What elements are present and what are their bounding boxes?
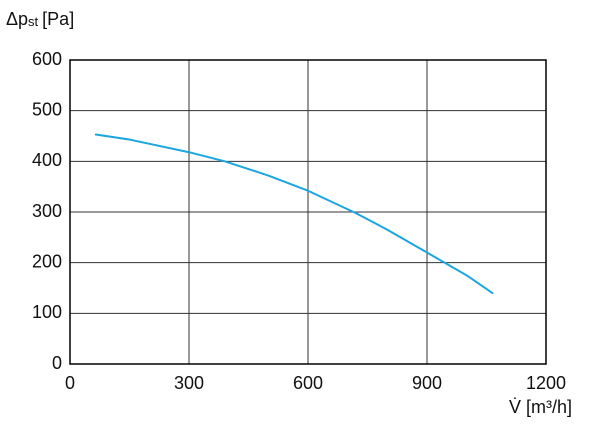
x-tick-label: 0 — [65, 373, 75, 393]
x-tick-label: 900 — [412, 373, 442, 393]
y-tick-label: 300 — [32, 201, 62, 221]
y-tick-label: 100 — [32, 302, 62, 322]
x-tick-label: 300 — [174, 373, 204, 393]
y-axis-label: Δpst [Pa] — [6, 9, 74, 30]
y-label-symbol: Δp — [6, 9, 28, 29]
x-tick-label: 600 — [293, 373, 323, 393]
x-tick-label: 1200 — [526, 373, 566, 393]
y-label-unit: [Pa] — [42, 9, 74, 29]
y-tick-label: 0 — [52, 353, 62, 373]
y-tick-label: 600 — [32, 49, 62, 69]
y-tick-label: 500 — [32, 99, 62, 119]
y-tick-label: 200 — [32, 251, 62, 271]
plot-frame — [69, 59, 547, 365]
y-tick-label: 400 — [32, 150, 62, 170]
curve — [94, 133, 494, 295]
x-axis-label: V̇ [m³/h] — [509, 397, 572, 417]
y-label-subscript: st — [28, 14, 39, 29]
